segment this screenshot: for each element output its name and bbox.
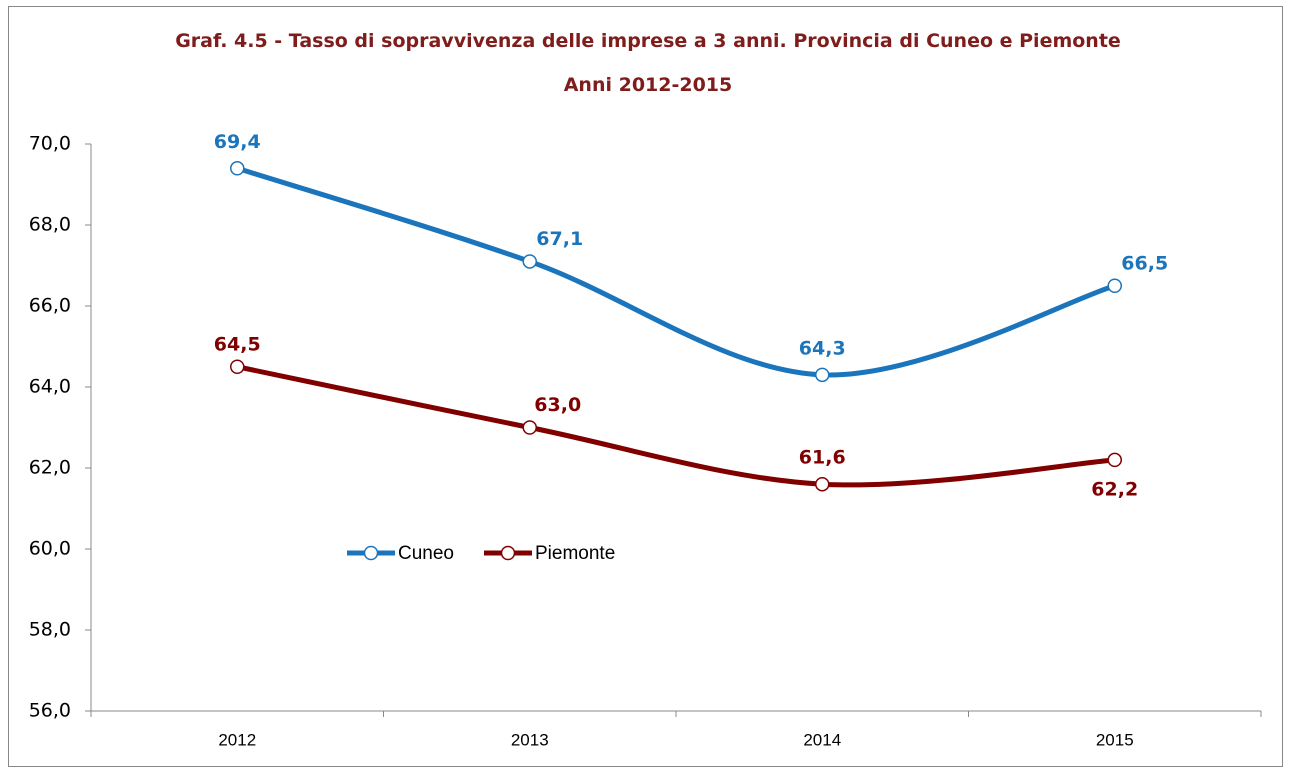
x-tick-label: 2013 — [511, 730, 549, 749]
legend-label: Cuneo — [398, 543, 454, 564]
data-label: 66,5 — [1121, 252, 1168, 274]
data-point — [230, 359, 245, 374]
y-tick-label: 70,0 — [29, 133, 71, 155]
data-point — [522, 420, 537, 435]
data-label: 61,6 — [799, 447, 846, 469]
data-label: 69,4 — [214, 131, 261, 153]
data-label: 64,5 — [214, 333, 261, 355]
y-tick-label: 64,0 — [29, 376, 71, 398]
y-tick-label: 66,0 — [29, 295, 71, 317]
chart-subtitle: Anni 2012-2015 — [563, 74, 733, 96]
x-tick-label: 2014 — [803, 730, 841, 749]
data-point — [522, 254, 537, 269]
y-tick-label: 68,0 — [29, 214, 71, 236]
series-line — [236, 364, 1115, 488]
y-tick-label: 56,0 — [29, 700, 71, 722]
legend-marker — [500, 545, 516, 561]
data-point — [1107, 452, 1122, 468]
x-tick-label: 2012 — [218, 730, 256, 749]
data-label: 62,2 — [1091, 478, 1138, 500]
data-point — [230, 161, 245, 176]
legend-label: Piemonte — [535, 543, 615, 564]
data-label: 64,3 — [799, 337, 846, 359]
chart-title: Graf. 4.5 - Tasso di sopravvivenza delle… — [175, 30, 1121, 52]
series-line — [236, 165, 1116, 378]
chart-frame — [8, 6, 1283, 767]
x-tick-label: 2015 — [1096, 730, 1134, 749]
data-point — [815, 367, 830, 383]
y-tick-label: 62,0 — [29, 457, 71, 479]
data-point — [815, 476, 830, 492]
y-tick-label: 60,0 — [29, 538, 71, 560]
data-label: 63,0 — [534, 394, 581, 416]
y-tick-label: 58,0 — [29, 619, 71, 641]
data-label: 67,1 — [536, 228, 583, 250]
data-point — [1107, 278, 1122, 293]
legend-marker — [363, 545, 379, 561]
